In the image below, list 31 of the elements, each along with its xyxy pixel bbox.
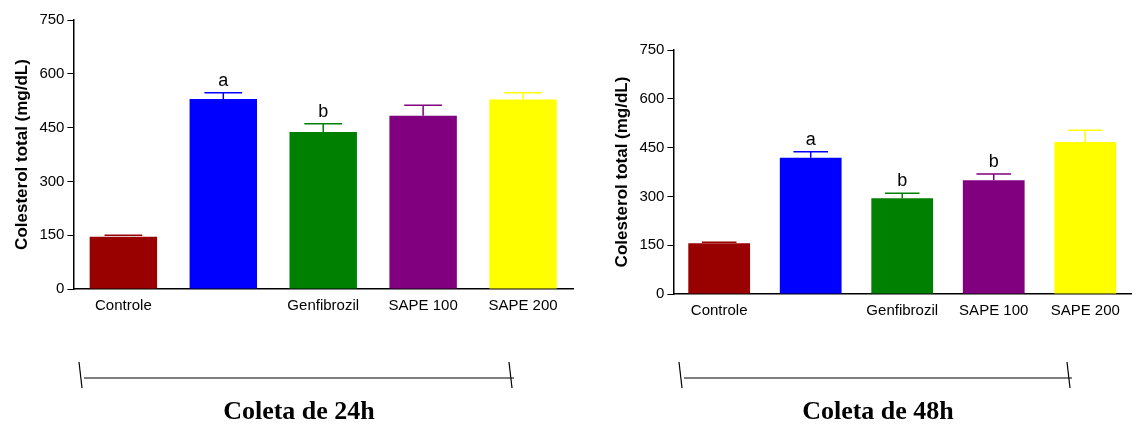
x-tick-label: SAPE 200 — [488, 296, 558, 314]
y-axis-title: Colesterol total (mg/dL) — [11, 59, 31, 250]
annotation: a — [805, 128, 817, 149]
y-tick-label: 0 — [656, 284, 665, 302]
bar — [89, 236, 158, 289]
x-axis-title: Coleta de 24h — [222, 396, 376, 426]
x-tick-label: Genfibrozil — [866, 301, 939, 319]
x-tick-label: Genfibrozil — [287, 296, 360, 314]
y-axis-title: Colesterol total (mg/dL) — [611, 76, 631, 268]
y-tick-label: 0 — [56, 279, 65, 297]
y-tick-label: 450 — [639, 137, 665, 155]
y-tick-label: 150 — [639, 235, 665, 253]
x-tick-label: Controle — [95, 296, 152, 314]
bar — [688, 243, 751, 294]
y-tick-label: 300 — [39, 171, 65, 189]
x-tick-label: Controle — [690, 301, 748, 319]
annotation: b — [897, 170, 908, 191]
x-tick-label: SAPE 100 — [388, 296, 458, 314]
annotation: b — [988, 150, 999, 171]
annotation: b — [318, 100, 329, 121]
y-tick-label: 750 — [639, 40, 665, 58]
annotation: a — [218, 69, 230, 90]
y-tick-label: 750 — [39, 10, 65, 28]
y-tick-label: 150 — [39, 225, 65, 243]
y-tick-label: 450 — [39, 117, 65, 135]
y-tick-label: 600 — [639, 88, 665, 106]
x-tick-label: SAPE 200 — [1050, 301, 1120, 319]
x-axis-title: Coleta de 48h — [801, 396, 955, 426]
y-tick-label: 600 — [39, 63, 65, 81]
x-tick-label: SAPE 100 — [959, 301, 1029, 319]
y-tick-label: 300 — [639, 186, 665, 204]
